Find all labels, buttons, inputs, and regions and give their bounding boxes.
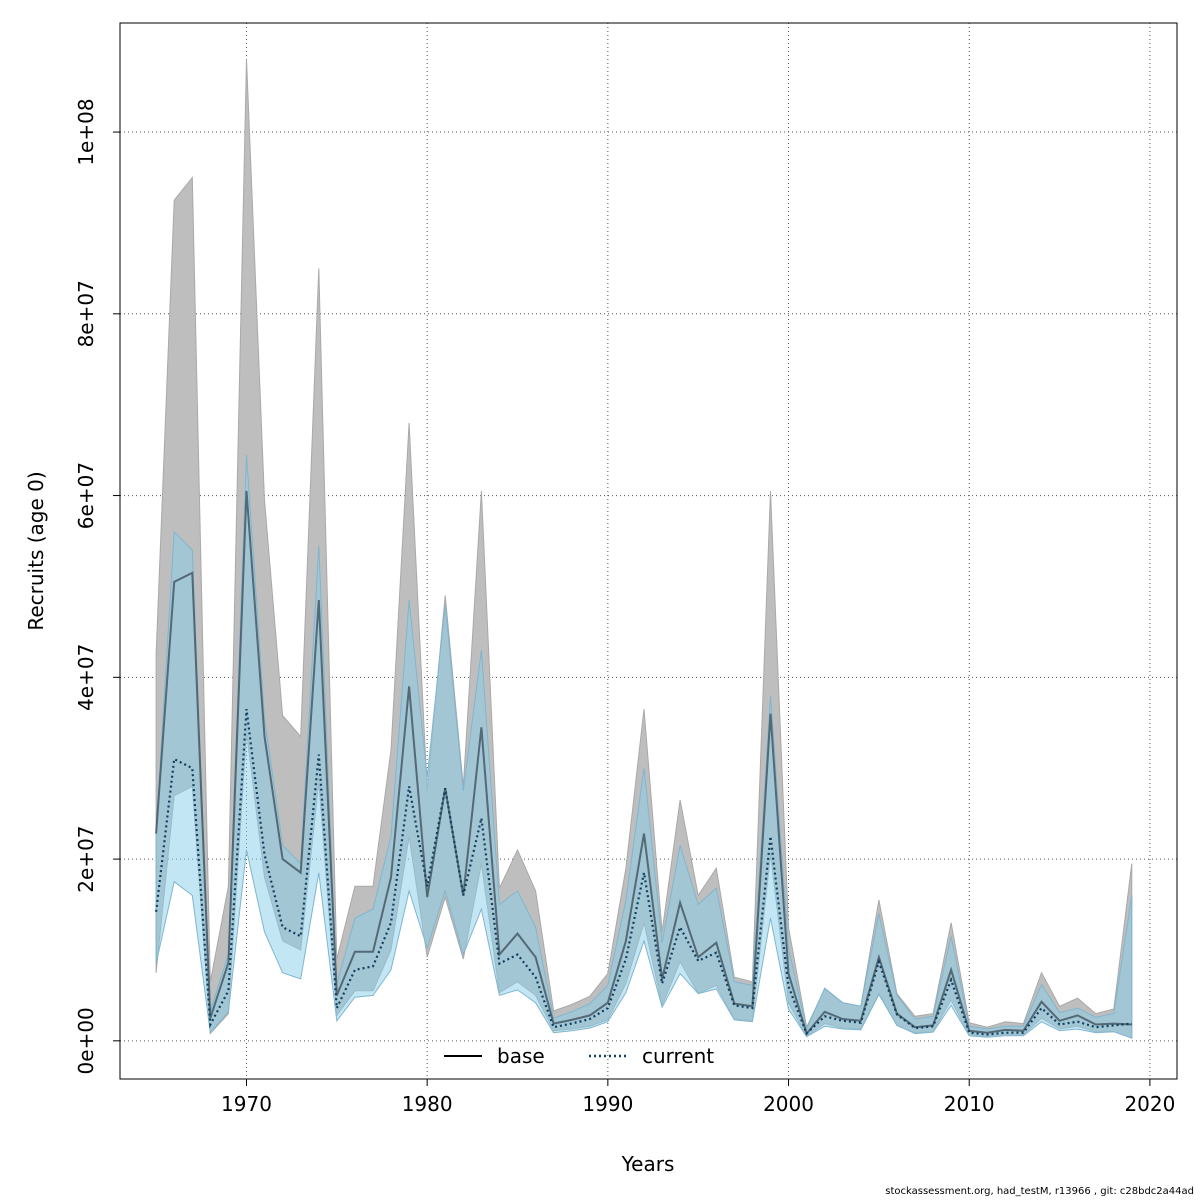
x-tick-label: 2010 xyxy=(944,1092,995,1116)
legend-label-current: current xyxy=(642,1044,714,1068)
x-tick-label: 1980 xyxy=(402,1092,453,1116)
y-axis: 0e+00 2e+07 4e+07 6e+07 8e+07 1e+08 xyxy=(74,98,120,1074)
footer-credit: stockassessment.org, had_testM, r13966 ,… xyxy=(885,1186,1194,1197)
y-axis-title: Recruits (age 0) xyxy=(24,471,48,630)
grid-lines xyxy=(120,23,1177,1079)
x-tick-label: 1990 xyxy=(582,1092,633,1116)
plot-frame xyxy=(119,22,1178,1080)
y-tick-label: 8e+07 xyxy=(74,280,98,347)
line-current xyxy=(155,708,1132,1036)
confidence-bands xyxy=(155,59,1133,1039)
y-tick-label: 6e+07 xyxy=(74,462,98,529)
x-axis-title: Years xyxy=(621,1152,675,1176)
y-tick-label: 0e+00 xyxy=(74,1007,98,1074)
x-tick-label: 2020 xyxy=(1124,1092,1175,1116)
y-tick-label: 2e+07 xyxy=(74,825,98,892)
y-tick-label: 4e+07 xyxy=(74,644,98,711)
x-tick-label: 1970 xyxy=(221,1092,272,1116)
legend-label-base: base xyxy=(497,1044,545,1068)
band-current xyxy=(155,454,1133,1039)
legend: base current xyxy=(444,1044,714,1068)
series-lines xyxy=(155,490,1132,1036)
y-tick-label: 1e+08 xyxy=(74,98,98,165)
x-tick-label: 2000 xyxy=(763,1092,814,1116)
x-axis: 1970 1980 1990 2000 2010 2020 xyxy=(221,1079,1175,1116)
